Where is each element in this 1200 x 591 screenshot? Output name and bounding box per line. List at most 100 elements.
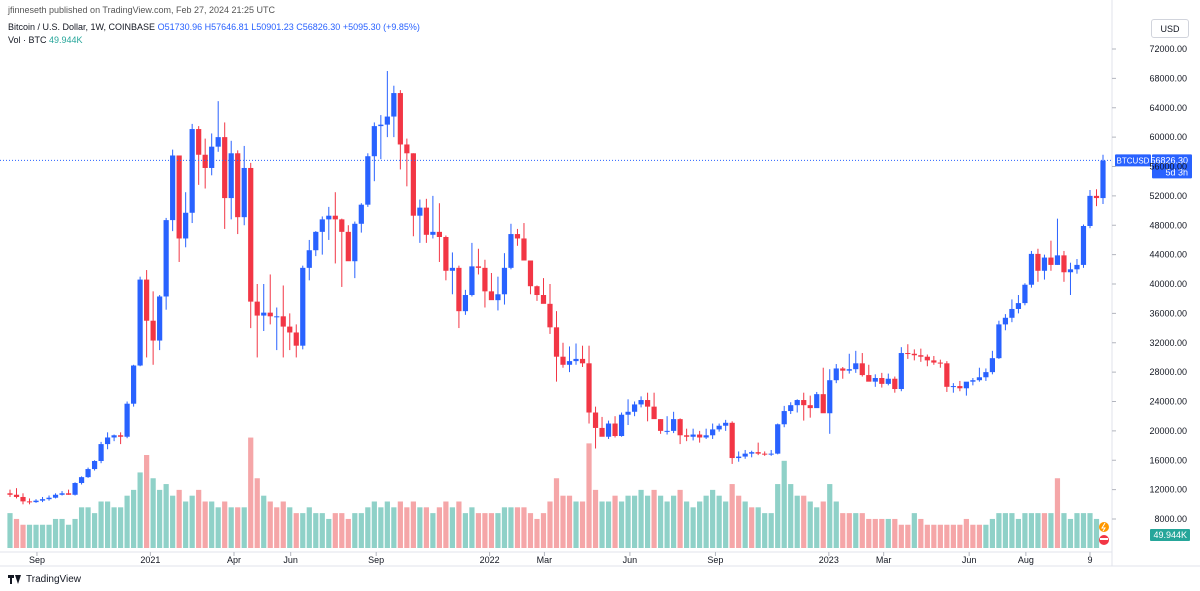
candle-body [430,231,436,235]
candle [430,195,436,239]
volume-bar [872,518,878,548]
candle [547,284,553,334]
candle-body [1015,303,1022,309]
candle [729,421,735,464]
volume-bar [410,501,416,548]
volume-bar [104,501,111,548]
candle [957,380,963,392]
candle [898,347,904,392]
candle-body [104,437,111,445]
candle [131,364,137,407]
candle [46,495,52,501]
volume-bar [885,518,891,548]
candle [872,374,878,387]
candle-body [39,499,46,501]
candle-body [462,295,469,312]
candle [664,416,670,435]
candle-body [801,400,807,406]
axes: 72000.00 68000.00 64000.00 60000.00 56000.00… [0,0,1200,567]
candle-body [957,386,963,389]
candle [657,419,664,434]
candle [651,392,657,420]
close-value: C56826.30 [296,22,341,32]
currency-button[interactable]: USD [1151,19,1189,38]
y-tick-label: 20000.00 [1149,426,1187,436]
y-tick-label: 16000.00 [1149,455,1187,465]
candle [1028,250,1035,288]
volume-bar [1022,513,1028,548]
candle [814,391,820,409]
candle [553,311,560,382]
candle-body [944,363,950,387]
x-tick-label: Jun [962,555,977,565]
open-value: O51730.96 [157,22,203,32]
event-icons[interactable] [1099,522,1109,545]
candle-body [456,267,462,312]
candle [1061,250,1067,282]
volume-bar [944,524,950,548]
candle [612,416,618,438]
candle [742,449,748,459]
candle [196,126,202,185]
candle [807,395,813,418]
volume-bar [222,501,228,548]
candle [267,274,273,325]
volume-bar [508,507,514,548]
volume-bar [931,524,937,548]
volume-bar [573,501,579,548]
volume-bar [671,495,677,548]
volume-bar [937,524,943,548]
volume-bar [1048,513,1054,548]
candle-body [1054,255,1061,265]
candle [183,192,189,248]
candle [996,320,1002,359]
volume-bar [768,513,774,548]
volume-bar [287,507,293,548]
candle-body [59,493,65,495]
candle [462,289,469,315]
candle [1067,262,1074,296]
volume-bar [26,524,33,548]
volume-bar [352,513,358,548]
x-tick-label: Sep [707,555,723,565]
x-tick-label: 2022 [480,555,500,565]
volume-bar [33,524,39,548]
candle [144,270,150,358]
candle-body [775,424,781,454]
volume-bar [905,524,911,548]
volume-bar [781,460,787,548]
candle-body [436,231,442,237]
x-tick-label: Sep [368,555,384,565]
candle [866,364,872,382]
candle [241,145,247,226]
candle-body [78,477,85,484]
symbol-badge-text: BTCUSD [1117,156,1150,165]
candle-body [872,378,878,382]
flash-icon[interactable] [1099,522,1109,532]
candle [599,416,605,437]
candle-body [677,419,683,436]
candle [592,406,599,449]
candle-body [885,378,891,384]
candle [827,369,833,434]
volume-bar [176,489,182,548]
candle [540,278,547,304]
candle-body [703,435,709,438]
candle [768,449,774,456]
candle [306,239,312,281]
candle [287,313,293,351]
volume-bar [957,524,963,548]
candle-body [1035,253,1041,271]
ohlc-legend: Bitcoin / U.S. Dollar, 1W, COINBASE O517… [8,22,420,32]
candle [371,122,377,182]
candle [222,122,228,229]
candle-body [781,411,787,425]
volume-bar [7,513,13,548]
candle-body [768,453,774,455]
candle-body [358,204,364,224]
volume-bar [625,495,631,548]
volume-bar [1054,478,1061,548]
candle-body [976,377,982,381]
candle-body [723,422,729,426]
